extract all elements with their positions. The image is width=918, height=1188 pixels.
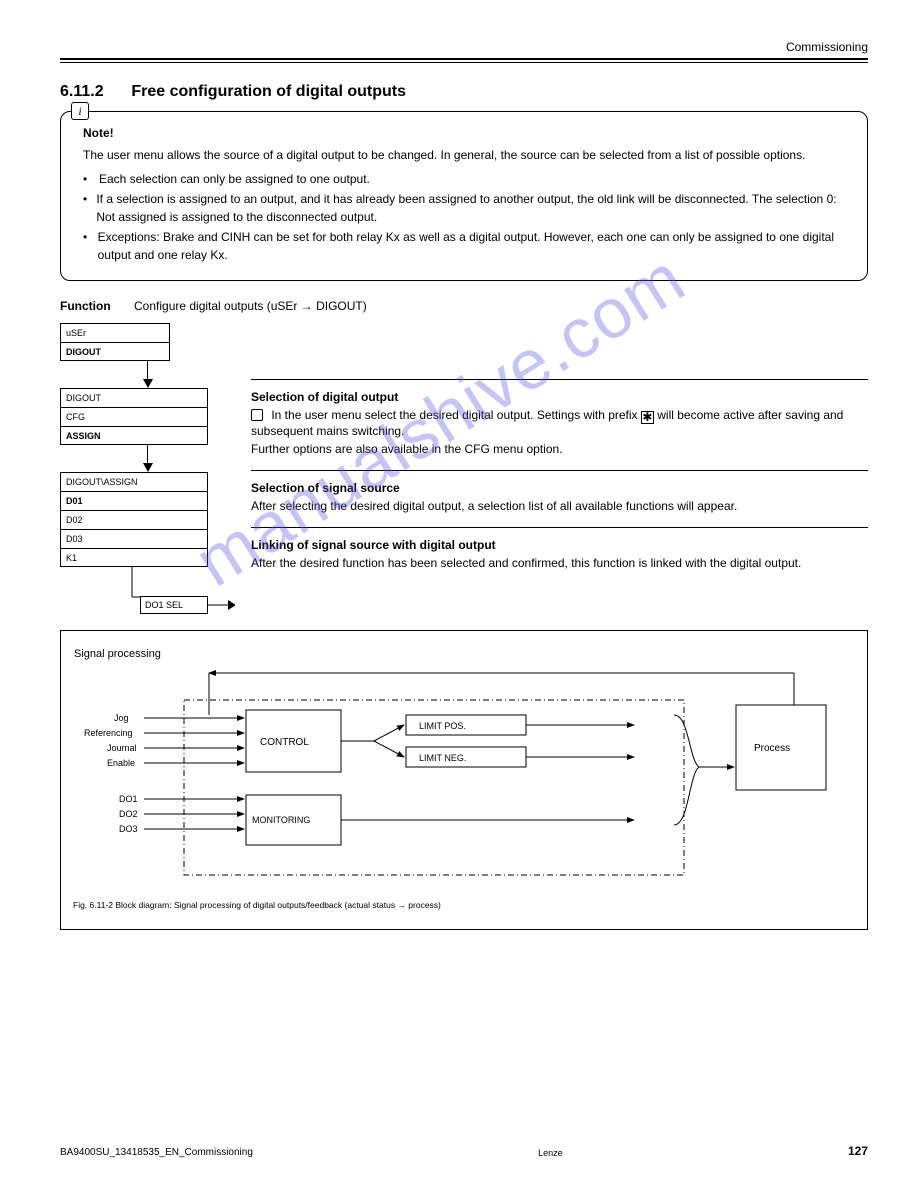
menu-stack-top: uSEr DIGOUT [60, 323, 170, 361]
text-column: Selection of digital output In the user … [251, 323, 868, 614]
flow-column: uSEr DIGOUT DIGOUT CFG ASSIGN DIGOUT\ASS… [60, 323, 235, 614]
subsec-note: Further options are also available in th… [251, 442, 868, 456]
rule-thick [60, 58, 868, 60]
menu-item: DIGOUT\ASSIGN [60, 472, 208, 491]
svg-text:Journal: Journal [107, 743, 137, 753]
asterisk-icon: ✱ [641, 411, 654, 424]
menu-item: ASSIGN [60, 426, 208, 445]
svg-text:DO2: DO2 [119, 809, 138, 819]
function-head: Function Configure digital outputs (uSEr… [60, 299, 868, 313]
svg-text:MONITORING: MONITORING [252, 815, 310, 825]
menu-item: CFG [60, 407, 208, 426]
svg-text:LIMIT POS.: LIMIT POS. [419, 721, 466, 731]
footer: BA9400SU_13418535_EN_Commissioning Lenze… [60, 1144, 868, 1158]
menu-item: K1 [60, 548, 208, 567]
subsec-title: Linking of signal source with digital ou… [251, 538, 868, 552]
subsec-bullet: In the user menu select the desired digi… [251, 408, 868, 438]
section-number: 6.11.2 [60, 83, 128, 101]
function-text: Configure digital outputs (uSEr → DIGOUT… [134, 299, 367, 313]
note-title: Note! [83, 126, 845, 140]
svg-text:Enable: Enable [107, 758, 135, 768]
note-callout: i Note! The user menu allows the source … [60, 111, 868, 281]
svg-text:DO1: DO1 [119, 794, 138, 804]
menu-item: DIGOUT [60, 342, 170, 361]
subsec-text: After selecting the desired digital outp… [251, 499, 868, 513]
menu-stack-mid: DIGOUT CFG ASSIGN [60, 388, 208, 445]
note-bullet: •Exceptions: Brake and CINH can be set f… [83, 228, 845, 264]
svg-text:Referencing: Referencing [84, 728, 133, 738]
block-diagram: Signal processing Jog Referencing Journa… [60, 630, 868, 930]
menu-out: DO1 SEL [140, 596, 208, 614]
svg-text:Process: Process [754, 743, 790, 754]
footer-company: Lenze [538, 1148, 563, 1158]
svg-text:Jog: Jog [114, 713, 129, 723]
subsec-title: Selection of digital output [251, 390, 868, 404]
note-bullet: •If a selection is assigned to an output… [83, 190, 845, 226]
figure-caption: Fig. 6.11-2 Block diagram: Signal proces… [73, 900, 855, 910]
menu-stack-bot: DIGOUT\ASSIGN D01 D02 D03 K1 [60, 472, 208, 567]
svg-text:CONTROL: CONTROL [260, 737, 309, 748]
menu-item: uSEr [60, 323, 170, 342]
footer-page: 127 [848, 1144, 868, 1158]
info-icon: i [71, 102, 89, 120]
note-bullet: •Each selection can only be assigned to … [83, 170, 845, 188]
menu-item: D02 [60, 510, 208, 529]
note-intro: The user menu allows the source of a dig… [83, 146, 845, 164]
menu-item: D01 [60, 491, 208, 510]
note-body: The user menu allows the source of a dig… [83, 146, 845, 264]
footer-left: BA9400SU_13418535_EN_Commissioning [60, 1147, 253, 1158]
svg-text:LIMIT NEG.: LIMIT NEG. [419, 753, 466, 763]
rule-thin [60, 62, 868, 63]
header-right: Commissioning [60, 40, 868, 54]
section-head: 6.11.2 Free configuration of digital out… [60, 83, 868, 101]
section-title: Free configuration of digital outputs [131, 83, 406, 100]
subsec-text: After the desired function has been sele… [251, 556, 868, 570]
svg-text:DO3: DO3 [119, 824, 138, 834]
menu-item: D03 [60, 529, 208, 548]
menu-item: DIGOUT [60, 388, 208, 407]
function-label: Function [60, 299, 111, 313]
subsec-title: Selection of signal source [251, 481, 868, 495]
diagram-svg: Signal processing Jog Referencing Journa… [73, 645, 855, 895]
diagram-title: Signal processing [74, 648, 161, 660]
